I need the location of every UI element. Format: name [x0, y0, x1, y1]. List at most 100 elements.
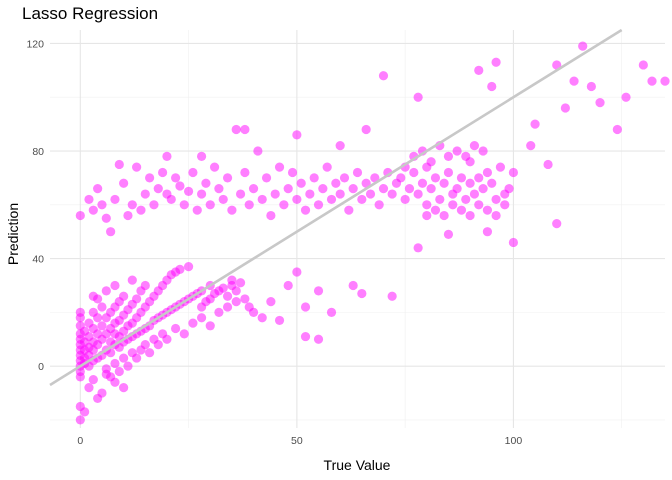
data-point — [196, 189, 207, 199]
data-point — [465, 210, 475, 221]
data-point — [443, 167, 454, 178]
data-point — [93, 184, 103, 194]
data-point — [119, 353, 129, 363]
data-point — [569, 76, 579, 86]
data-point — [153, 184, 163, 194]
data-point — [647, 76, 657, 86]
data-point — [439, 178, 449, 188]
data-point — [478, 184, 488, 194]
data-point — [97, 302, 107, 312]
data-point — [88, 374, 98, 385]
data-point — [153, 340, 163, 350]
data-point — [205, 200, 215, 210]
data-point — [530, 119, 540, 129]
data-point — [313, 334, 324, 344]
x-tick-label: 0 — [77, 435, 83, 447]
data-point — [422, 210, 432, 221]
data-point — [595, 98, 605, 108]
data-point — [140, 189, 150, 199]
data-point — [179, 329, 189, 339]
data-point — [145, 173, 155, 183]
data-point — [474, 173, 484, 183]
data-point — [426, 184, 436, 194]
y-tick-label: 40 — [32, 254, 44, 266]
data-point — [283, 184, 293, 194]
data-point — [97, 388, 107, 398]
data-point — [231, 286, 241, 296]
data-point — [162, 151, 172, 161]
data-point — [474, 65, 484, 75]
data-point — [222, 302, 233, 312]
data-point — [413, 189, 423, 199]
data-point — [326, 307, 337, 317]
data-point — [422, 200, 432, 210]
data-point — [487, 178, 497, 188]
data-point — [231, 297, 241, 307]
data-point — [491, 210, 501, 221]
data-point — [93, 294, 103, 304]
data-point — [378, 184, 389, 194]
data-point — [660, 76, 670, 86]
data-point — [387, 291, 397, 301]
data-point — [404, 184, 415, 194]
data-point — [474, 200, 484, 210]
data-point — [188, 167, 198, 178]
data-point — [209, 162, 220, 172]
data-point — [140, 340, 150, 350]
data-point — [482, 167, 493, 178]
data-point — [560, 103, 570, 113]
data-point — [578, 41, 588, 51]
data-point — [231, 124, 241, 135]
data-point — [370, 173, 380, 183]
data-point — [119, 178, 129, 188]
tick-layer: 0 50 100 0 40 80 120 — [26, 38, 522, 447]
data-point — [318, 184, 328, 194]
data-point — [119, 383, 129, 393]
data-point — [244, 200, 254, 210]
data-point — [80, 407, 90, 417]
data-point — [430, 173, 441, 183]
data-point — [136, 205, 146, 215]
data-point — [222, 173, 233, 183]
data-point — [132, 353, 142, 363]
data-point — [235, 189, 246, 199]
data-point — [75, 210, 85, 221]
data-point — [296, 178, 306, 188]
data-point — [170, 323, 181, 334]
data-point — [240, 167, 250, 178]
data-point — [114, 159, 124, 170]
data-point — [192, 205, 202, 215]
data-point — [378, 71, 389, 81]
data-point — [435, 194, 445, 205]
x-tick-label: 50 — [291, 435, 303, 447]
data-point — [274, 162, 285, 172]
data-point — [127, 275, 137, 285]
data-point — [188, 318, 198, 328]
data-point — [240, 294, 250, 304]
data-point — [218, 194, 228, 205]
x-axis-title: True Value — [324, 457, 391, 473]
grid-layer — [50, 30, 665, 428]
data-point — [552, 219, 562, 229]
data-point — [526, 141, 536, 151]
data-point — [374, 200, 384, 210]
data-point — [222, 291, 233, 301]
data-point — [552, 60, 562, 70]
data-point — [300, 205, 311, 215]
data-point — [170, 173, 181, 183]
reference-line — [49, 28, 623, 387]
data-point — [196, 151, 207, 161]
data-point — [413, 92, 423, 102]
data-point — [491, 194, 501, 205]
data-point — [439, 210, 449, 221]
data-point — [266, 297, 276, 307]
data-point — [300, 302, 311, 312]
data-point — [621, 92, 631, 102]
data-point — [443, 229, 454, 239]
data-point — [465, 178, 475, 188]
data-point — [456, 205, 467, 215]
data-point — [361, 178, 371, 188]
data-point — [240, 124, 250, 135]
data-point — [348, 184, 358, 194]
